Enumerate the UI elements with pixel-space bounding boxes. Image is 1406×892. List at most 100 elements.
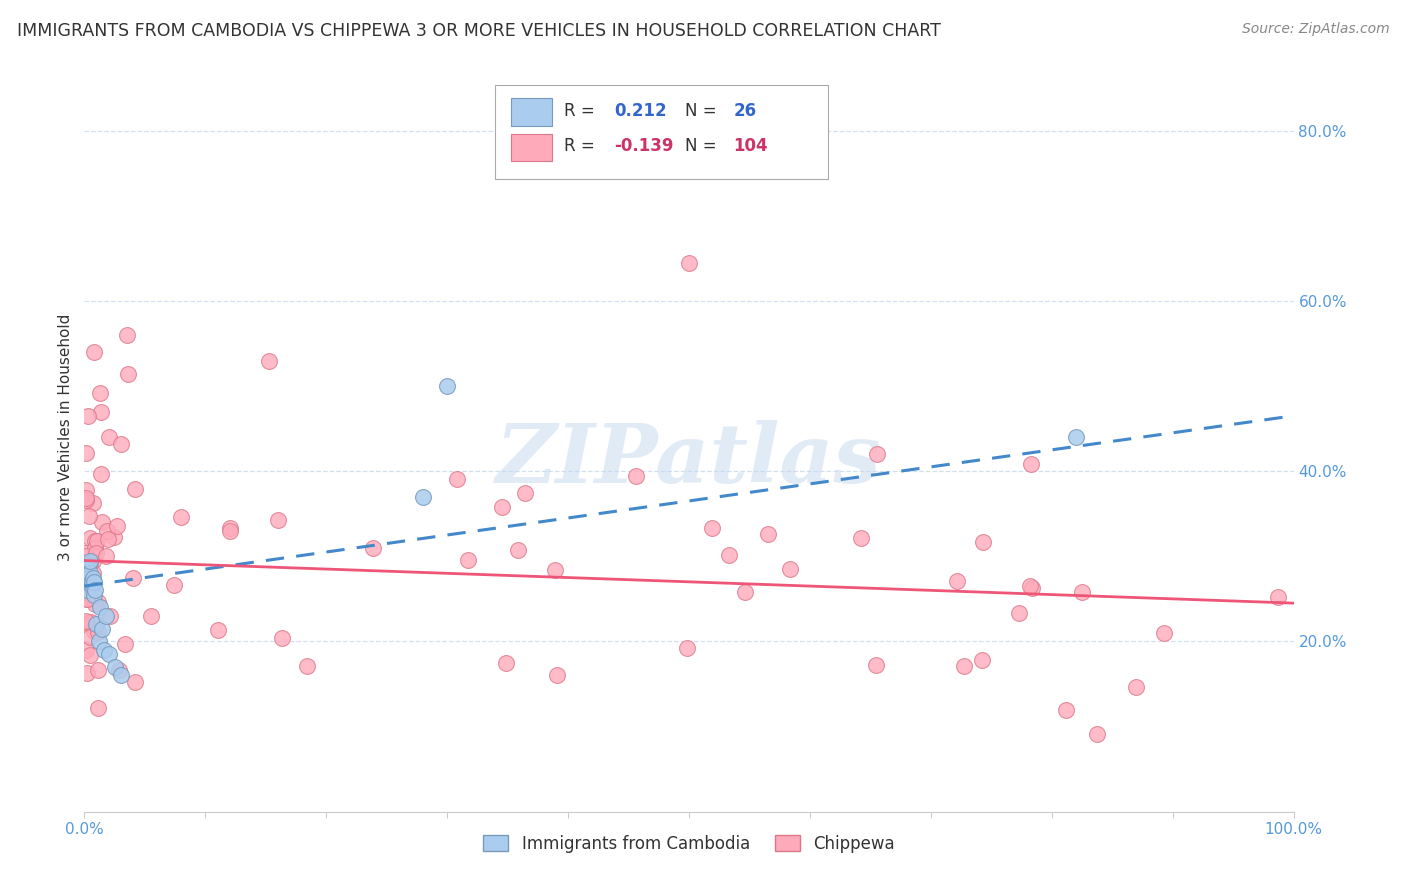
Point xyxy=(87,701,110,715)
Point xyxy=(75,446,97,460)
Point xyxy=(79,580,101,594)
Point xyxy=(1019,457,1042,471)
Point xyxy=(75,491,97,506)
Point xyxy=(83,541,105,555)
Point xyxy=(82,566,104,581)
Point xyxy=(436,379,458,393)
Point xyxy=(87,663,110,677)
Point xyxy=(76,409,98,424)
Point xyxy=(122,571,145,585)
Point xyxy=(83,345,105,359)
Point xyxy=(163,578,186,592)
FancyBboxPatch shape xyxy=(512,98,553,126)
Point xyxy=(86,595,108,609)
Point xyxy=(79,553,101,567)
Point xyxy=(75,483,97,498)
Point xyxy=(84,583,107,598)
Point xyxy=(84,534,107,549)
Point xyxy=(97,532,120,546)
Point xyxy=(361,541,384,556)
Point xyxy=(82,571,104,585)
Text: IMMIGRANTS FROM CAMBODIA VS CHIPPEWA 3 OR MORE VEHICLES IN HOUSEHOLD CORRELATION: IMMIGRANTS FROM CAMBODIA VS CHIPPEWA 3 O… xyxy=(17,22,941,40)
Point xyxy=(1054,703,1077,717)
Point xyxy=(110,668,132,682)
Text: N =: N = xyxy=(685,103,717,120)
Point xyxy=(91,515,114,529)
Point xyxy=(79,572,101,586)
Point xyxy=(86,624,108,639)
Point xyxy=(76,583,98,598)
Point xyxy=(83,624,105,638)
Point xyxy=(946,574,969,588)
Point xyxy=(457,552,479,566)
Point xyxy=(90,404,112,418)
Point xyxy=(170,510,193,524)
Point xyxy=(105,519,128,533)
Text: 104: 104 xyxy=(734,137,768,155)
Point xyxy=(82,496,104,510)
Point xyxy=(94,549,117,564)
Text: 0.212: 0.212 xyxy=(614,103,666,120)
Point xyxy=(104,660,127,674)
Point xyxy=(271,632,294,646)
Point xyxy=(98,608,121,623)
Point xyxy=(1064,430,1087,444)
Point xyxy=(295,659,318,673)
Point xyxy=(75,546,97,560)
Point xyxy=(76,665,98,680)
Point xyxy=(546,668,568,682)
Point xyxy=(734,585,756,599)
Point xyxy=(97,430,120,444)
Point xyxy=(972,652,994,666)
Point xyxy=(678,255,700,269)
Point xyxy=(79,566,101,581)
Legend: Immigrants from Cambodia, Chippewa: Immigrants from Cambodia, Chippewa xyxy=(477,829,901,860)
FancyBboxPatch shape xyxy=(512,134,553,161)
Point xyxy=(779,562,801,576)
Point xyxy=(446,472,468,486)
Point xyxy=(97,647,120,661)
Text: ZIPatlas: ZIPatlas xyxy=(496,419,882,500)
Point xyxy=(76,556,98,570)
Point xyxy=(866,447,889,461)
Point xyxy=(1267,590,1289,604)
Text: Source: ZipAtlas.com: Source: ZipAtlas.com xyxy=(1241,22,1389,37)
Point xyxy=(76,562,98,576)
Point xyxy=(79,648,101,662)
Point xyxy=(76,586,98,600)
Point xyxy=(1085,726,1108,740)
Point xyxy=(953,659,976,673)
Point xyxy=(865,658,887,673)
Point xyxy=(86,617,108,632)
Point xyxy=(508,543,530,558)
Point xyxy=(412,490,434,504)
Point xyxy=(76,579,98,593)
Point xyxy=(76,592,98,607)
Point xyxy=(79,557,101,571)
Point xyxy=(75,574,97,589)
Point xyxy=(117,367,139,381)
Point xyxy=(96,524,118,538)
Point xyxy=(87,634,110,648)
Point xyxy=(80,579,103,593)
Point xyxy=(1153,625,1175,640)
Point xyxy=(76,592,98,607)
Point xyxy=(79,630,101,644)
Text: R =: R = xyxy=(564,103,595,120)
Point xyxy=(491,500,513,515)
Point xyxy=(218,524,240,539)
Point xyxy=(89,600,111,615)
Point xyxy=(80,615,103,630)
Point xyxy=(103,530,125,544)
Point xyxy=(79,531,101,545)
Point xyxy=(849,532,872,546)
Point xyxy=(1019,579,1042,593)
Point xyxy=(972,534,994,549)
Point xyxy=(108,663,131,677)
Point xyxy=(80,574,103,589)
Y-axis label: 3 or more Vehicles in Household: 3 or more Vehicles in Household xyxy=(58,313,73,561)
Point xyxy=(110,436,132,450)
Point xyxy=(124,482,146,496)
Point xyxy=(76,583,98,598)
Point xyxy=(75,559,97,574)
